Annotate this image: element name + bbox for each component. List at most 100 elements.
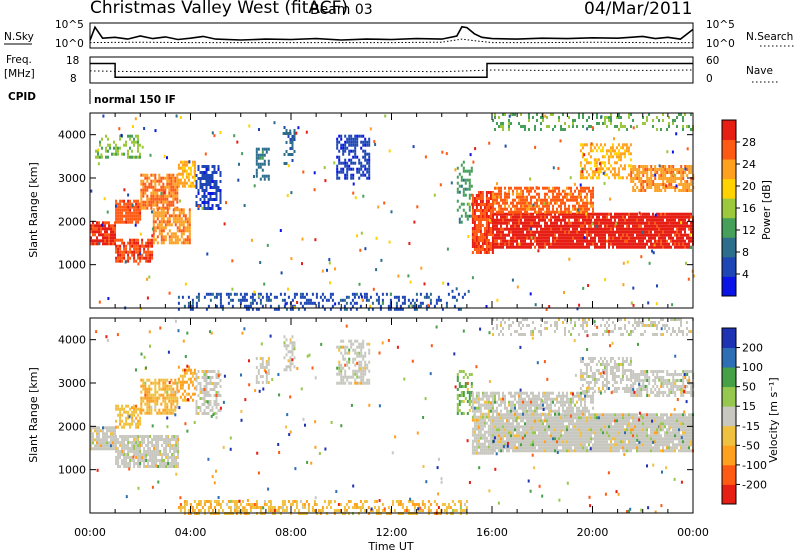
data-cell <box>640 215 642 219</box>
data-cell <box>354 134 357 138</box>
data-cell <box>584 186 586 190</box>
data-cell <box>654 189 657 192</box>
data-cell <box>626 242 628 246</box>
data-cell <box>566 221 568 225</box>
data-cell <box>181 295 184 299</box>
data-cell <box>362 375 365 379</box>
data-cell <box>151 438 154 441</box>
noise-cell <box>469 153 472 157</box>
data-cell <box>621 146 624 150</box>
data-cell <box>152 191 155 195</box>
data-cell <box>117 202 120 206</box>
data-cell <box>676 221 678 225</box>
data-cell <box>348 167 351 171</box>
data-cell <box>176 399 179 403</box>
data-cell <box>211 370 214 373</box>
data-cell <box>640 236 642 240</box>
data-cell <box>114 441 116 445</box>
data-cell <box>123 241 126 245</box>
data-cell <box>656 230 658 234</box>
data-cell <box>584 195 586 199</box>
data-cell <box>492 210 494 214</box>
data-cell <box>540 218 542 222</box>
data-cell <box>140 390 143 394</box>
data-cell <box>638 230 640 234</box>
data-cell <box>580 245 582 249</box>
data-cell <box>117 250 120 254</box>
data-cell <box>582 189 584 193</box>
data-cell <box>340 339 343 343</box>
data-cell <box>90 227 92 231</box>
data-cell <box>249 295 252 299</box>
data-cell <box>143 244 146 248</box>
data-cell <box>516 204 518 208</box>
data-cell <box>636 177 639 180</box>
data-cell <box>162 384 165 388</box>
noise-cell <box>441 150 444 154</box>
data-cell <box>562 198 564 202</box>
data-cell <box>475 251 478 254</box>
data-cell <box>119 444 122 447</box>
data-cell <box>133 217 136 221</box>
data-cell <box>572 212 574 216</box>
data-cell <box>592 128 594 131</box>
cpid-panel: CPID normal 150 IF <box>8 89 176 106</box>
data-cell <box>143 450 146 453</box>
data-cell <box>614 224 616 228</box>
data-cell <box>174 399 177 403</box>
data-cell <box>500 210 502 214</box>
data-cell <box>506 192 508 196</box>
data-cell <box>115 214 118 218</box>
data-cell <box>131 211 134 215</box>
data-cell <box>592 215 594 219</box>
data-cell <box>668 236 670 240</box>
data-cell <box>363 295 366 299</box>
data-cell <box>231 304 234 308</box>
data-cell <box>668 171 671 174</box>
data-cell <box>201 177 204 180</box>
data-cell <box>506 233 508 237</box>
data-cell <box>538 198 540 202</box>
data-cell <box>358 360 361 364</box>
data-cell <box>682 128 684 131</box>
data-cell <box>195 379 198 382</box>
data-cell <box>285 129 288 132</box>
data-cell <box>321 304 324 308</box>
data-cell <box>479 194 482 197</box>
data-cell <box>344 140 347 144</box>
data-cell <box>660 218 662 222</box>
data-cell <box>662 245 664 249</box>
data-cell <box>522 204 524 208</box>
data-cell <box>552 189 554 193</box>
data-cell <box>634 230 636 234</box>
data-cell <box>152 200 155 204</box>
data-cell <box>342 167 345 171</box>
noise-cell <box>576 307 579 311</box>
data-cell <box>178 211 181 215</box>
data-cell <box>197 370 200 373</box>
data-cell <box>473 245 476 248</box>
data-cell <box>346 360 349 364</box>
data-cell <box>632 189 635 192</box>
data-cell <box>160 206 163 210</box>
data-cell <box>477 242 480 245</box>
data-cell <box>379 307 382 311</box>
data-cell <box>610 242 612 246</box>
data-cell <box>619 152 622 156</box>
data-cell <box>576 227 578 231</box>
data-cell <box>429 292 432 296</box>
data-cell <box>119 214 122 218</box>
data-cell <box>166 179 169 183</box>
data-cell <box>243 509 246 512</box>
data-cell <box>352 149 355 153</box>
data-cell <box>625 176 628 180</box>
data-cell <box>407 304 410 308</box>
data-cell <box>662 165 665 168</box>
data-cell <box>205 180 208 183</box>
data-cell <box>207 382 210 385</box>
data-cell <box>129 220 132 224</box>
data-cell <box>356 167 359 171</box>
data-cell <box>168 238 171 242</box>
data-cell <box>285 307 288 311</box>
data-cell <box>338 149 341 153</box>
